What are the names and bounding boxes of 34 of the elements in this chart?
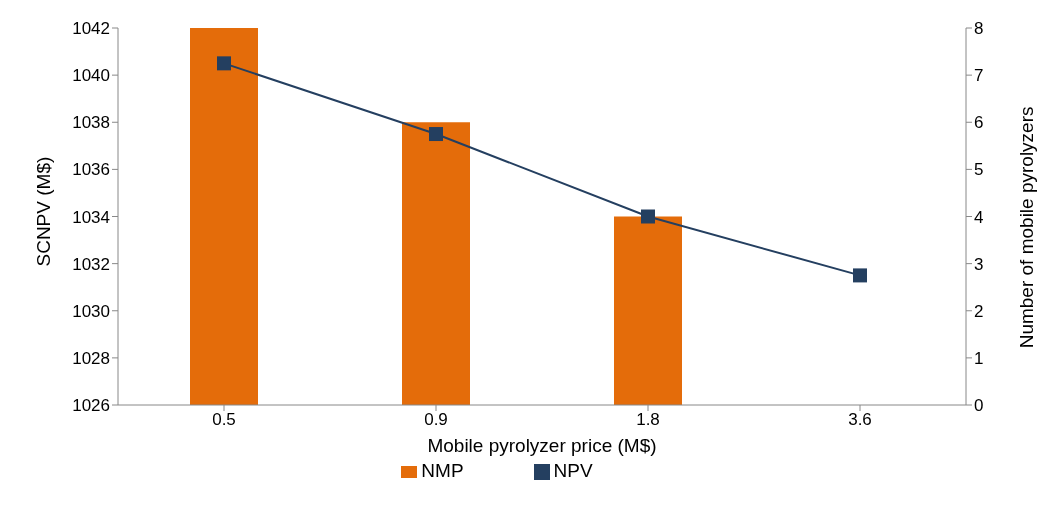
y-tick-label: 1030 <box>72 301 110 321</box>
y2-tick-label: 0 <box>974 396 984 416</box>
x-tick-label: 0.9 <box>424 410 448 430</box>
legend-label: NMP <box>421 460 464 481</box>
y2-tick-label: 1 <box>974 348 984 368</box>
y2-tick-label: 7 <box>974 66 984 86</box>
bar <box>402 122 470 405</box>
x-tick-label: 1.8 <box>636 410 660 430</box>
y-tick-label: 1028 <box>72 348 110 368</box>
point <box>853 268 867 283</box>
y2-tick-label: 3 <box>974 254 984 274</box>
y2-tick-label: 8 <box>974 19 984 39</box>
y-tick-label: 1036 <box>72 160 110 180</box>
y2-tick-label: 4 <box>974 207 984 227</box>
y-tick-label: 1042 <box>72 19 110 39</box>
point <box>429 127 443 142</box>
y-tick-label: 1040 <box>72 66 110 86</box>
x-tick-label: 3.6 <box>848 410 872 430</box>
y2-tick-label: 2 <box>974 301 984 321</box>
y-tick-label: 1026 <box>72 396 110 416</box>
y2-tick-label: 5 <box>974 160 984 180</box>
y-tick-label: 1034 <box>72 207 110 227</box>
y-tick-label: 1032 <box>72 254 110 274</box>
y2-axis-title: Number of mobile pyrolyzers <box>1015 106 1037 349</box>
y-tick-label: 1038 <box>72 113 110 133</box>
y2-tick-label: 6 <box>974 113 984 133</box>
x-axis-title: Mobile pyrolyzer price (M$) <box>427 435 657 456</box>
bar <box>190 28 258 405</box>
y-axis-title: SCNPV (M$) <box>32 156 54 267</box>
x-tick-label: 0.5 <box>212 410 236 430</box>
point <box>641 209 655 224</box>
legend-label: NPV <box>553 460 593 481</box>
bar <box>614 216 682 405</box>
point <box>217 56 231 71</box>
